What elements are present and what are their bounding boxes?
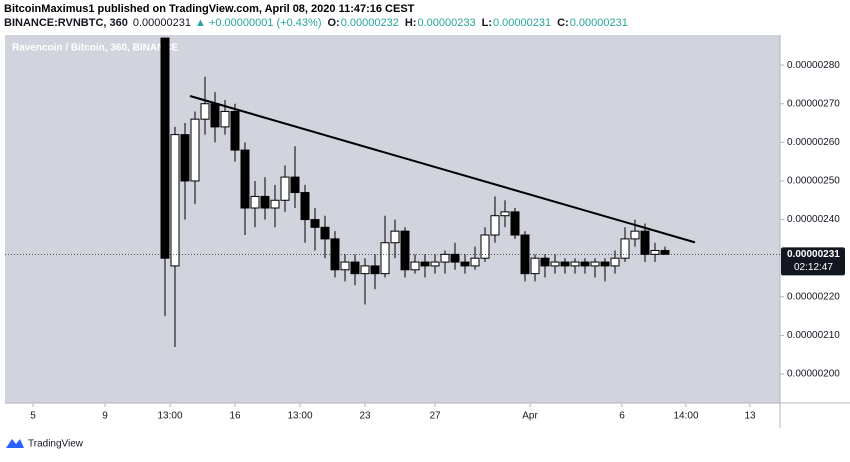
candle-body	[280, 176, 290, 201]
x-tick-label: 27	[429, 411, 441, 422]
y-tick-label: 0.00000260	[787, 137, 840, 148]
countdown: 02:12:47	[794, 262, 833, 273]
watermark: Ravencoin / Bitcoin, 360, BINANCE	[12, 43, 178, 54]
header-field: 0.00000231	[570, 17, 628, 29]
x-tick-label: 13:00	[157, 411, 182, 422]
candle-body	[450, 253, 460, 263]
brand: TradingView	[28, 439, 84, 450]
candle-body	[300, 192, 310, 221]
trendline	[189, 95, 696, 244]
candle-body	[640, 230, 650, 255]
candle-body	[630, 230, 640, 240]
candle-body	[580, 261, 590, 267]
x-tick-label: 23	[359, 411, 371, 422]
publisher: BitcoinMaximus1 published on TradingView…	[4, 3, 415, 15]
candle-body	[170, 134, 180, 267]
y-tick-label: 0.00000270	[787, 98, 840, 109]
header-field: BINANCE:RVNBTC, 360	[4, 17, 128, 29]
y-tick-label: 0.00000250	[787, 176, 840, 187]
candle-body	[210, 103, 220, 128]
header-field: O:	[327, 17, 339, 29]
header-field: C:	[557, 17, 569, 29]
candle-body	[420, 261, 430, 267]
candle-body	[470, 257, 480, 267]
x-tick-label: 16	[229, 411, 241, 422]
header-field: 0.00000231	[133, 17, 191, 29]
y-tick-label: 0.00000280	[787, 60, 840, 71]
candle-body	[460, 261, 470, 267]
candle-body	[610, 257, 620, 267]
y-tick-label: 0.00000210	[787, 330, 840, 341]
candle-body	[620, 238, 630, 259]
header-field: L:	[482, 17, 492, 29]
header-field: 0.00000233	[417, 17, 475, 29]
candle-body	[310, 219, 320, 228]
candle-body	[260, 195, 270, 209]
candle-body	[220, 110, 230, 128]
candle-body	[250, 195, 260, 209]
candle-body	[350, 261, 360, 275]
header-field: 0.00000231	[493, 17, 551, 29]
candle-body	[160, 37, 170, 259]
candle-body	[650, 249, 660, 255]
candle-body	[200, 103, 210, 120]
candle-body	[190, 118, 200, 182]
candle-body	[490, 215, 500, 236]
price-axis	[780, 35, 850, 403]
candle-body	[430, 261, 440, 267]
x-tick-label: 14:00	[673, 411, 698, 422]
y-tick-label: 0.00000220	[787, 291, 840, 302]
candle-body	[390, 230, 400, 244]
x-tick-label: 13:00	[287, 411, 312, 422]
candle-body	[500, 211, 510, 217]
header-field: ▲ +0.00000001 (+0.43%)	[195, 17, 321, 29]
candle-body	[240, 149, 250, 209]
candle-body	[270, 199, 280, 209]
candle-body	[540, 257, 550, 267]
candle-body	[480, 234, 490, 259]
candle-body	[510, 211, 520, 236]
candle-body	[560, 261, 570, 267]
x-tick-label: Apr	[522, 411, 538, 422]
x-tick-label: 13	[744, 411, 756, 422]
plot-area	[5, 35, 780, 403]
symbol-line: BINANCE:RVNBTC, 360 0.00000231 ▲ +0.000000…	[4, 17, 628, 29]
last-price-label: 0.00000231	[787, 249, 840, 260]
header-field: 0.00000232	[341, 17, 399, 29]
header-field: H:	[405, 17, 417, 29]
candle-body	[230, 110, 240, 151]
candle-body	[410, 261, 420, 271]
candle-body	[360, 265, 370, 275]
candle-body	[530, 257, 540, 275]
candle-body	[590, 261, 600, 267]
candle-body	[320, 226, 330, 240]
x-tick-label: 5	[30, 411, 36, 422]
y-tick-label: 0.00000240	[787, 214, 840, 225]
last-price-box	[781, 247, 845, 276]
candle-body	[550, 261, 560, 267]
candle-body	[570, 261, 580, 267]
candle-body	[340, 261, 350, 271]
candle-body	[290, 176, 300, 194]
logo	[6, 439, 24, 448]
y-tick-label: 0.00000200	[787, 369, 840, 380]
x-tick-label: 9	[102, 411, 108, 422]
candle-body	[370, 265, 380, 275]
candle-body	[180, 134, 190, 182]
candle-body	[400, 230, 410, 271]
x-tick-label: 6	[619, 411, 625, 422]
candle-body	[660, 249, 670, 255]
candle-body	[600, 261, 610, 267]
candle-body	[440, 253, 450, 263]
candle-body	[380, 242, 390, 275]
